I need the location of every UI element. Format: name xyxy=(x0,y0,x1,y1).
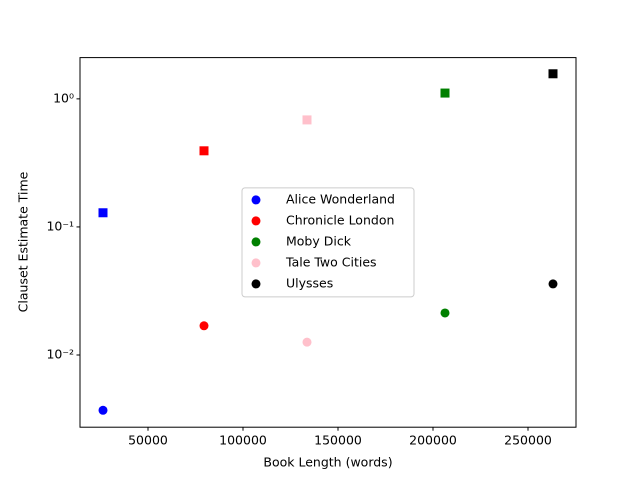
legend-box xyxy=(241,187,415,298)
legend-label: Alice Wonderland xyxy=(286,191,395,206)
square-point xyxy=(98,208,108,218)
legend-marker xyxy=(251,195,261,205)
y-tick-label: 10⁻² xyxy=(46,346,74,361)
legend-label: Chronicle London xyxy=(286,212,394,227)
legend-label: Tale Two Cities xyxy=(285,254,377,269)
x-tick-label: 100000 xyxy=(219,433,267,448)
legend-marker xyxy=(251,258,261,268)
y-tick-label: 10⁻¹ xyxy=(46,218,74,233)
square-point xyxy=(199,146,209,156)
x-tick-label: 50000 xyxy=(128,433,168,448)
square-point xyxy=(548,69,558,79)
y-tick-label: 10⁰ xyxy=(53,90,74,105)
square-point xyxy=(440,88,450,98)
legend-marker xyxy=(251,279,261,289)
x-tick-label: 150000 xyxy=(314,433,362,448)
point xyxy=(440,308,450,318)
point xyxy=(302,337,312,347)
x-tick-label: 200000 xyxy=(409,433,457,448)
legend-label: Ulysses xyxy=(286,275,333,290)
plot-area xyxy=(79,57,577,428)
x-axis-label: Book Length (words) xyxy=(263,455,392,470)
legend-label: Moby Dick xyxy=(286,233,352,248)
x-tick-label: 250000 xyxy=(504,433,552,448)
point xyxy=(98,405,108,415)
point xyxy=(199,321,209,331)
legend-marker xyxy=(251,216,261,226)
legend: Alice Wonderland Chronicle London Moby Dic… xyxy=(241,187,415,298)
legend-marker xyxy=(251,237,261,247)
point xyxy=(548,279,558,289)
square-point xyxy=(302,115,312,125)
y-axis-label: Clauset Estimate Time xyxy=(16,171,31,312)
